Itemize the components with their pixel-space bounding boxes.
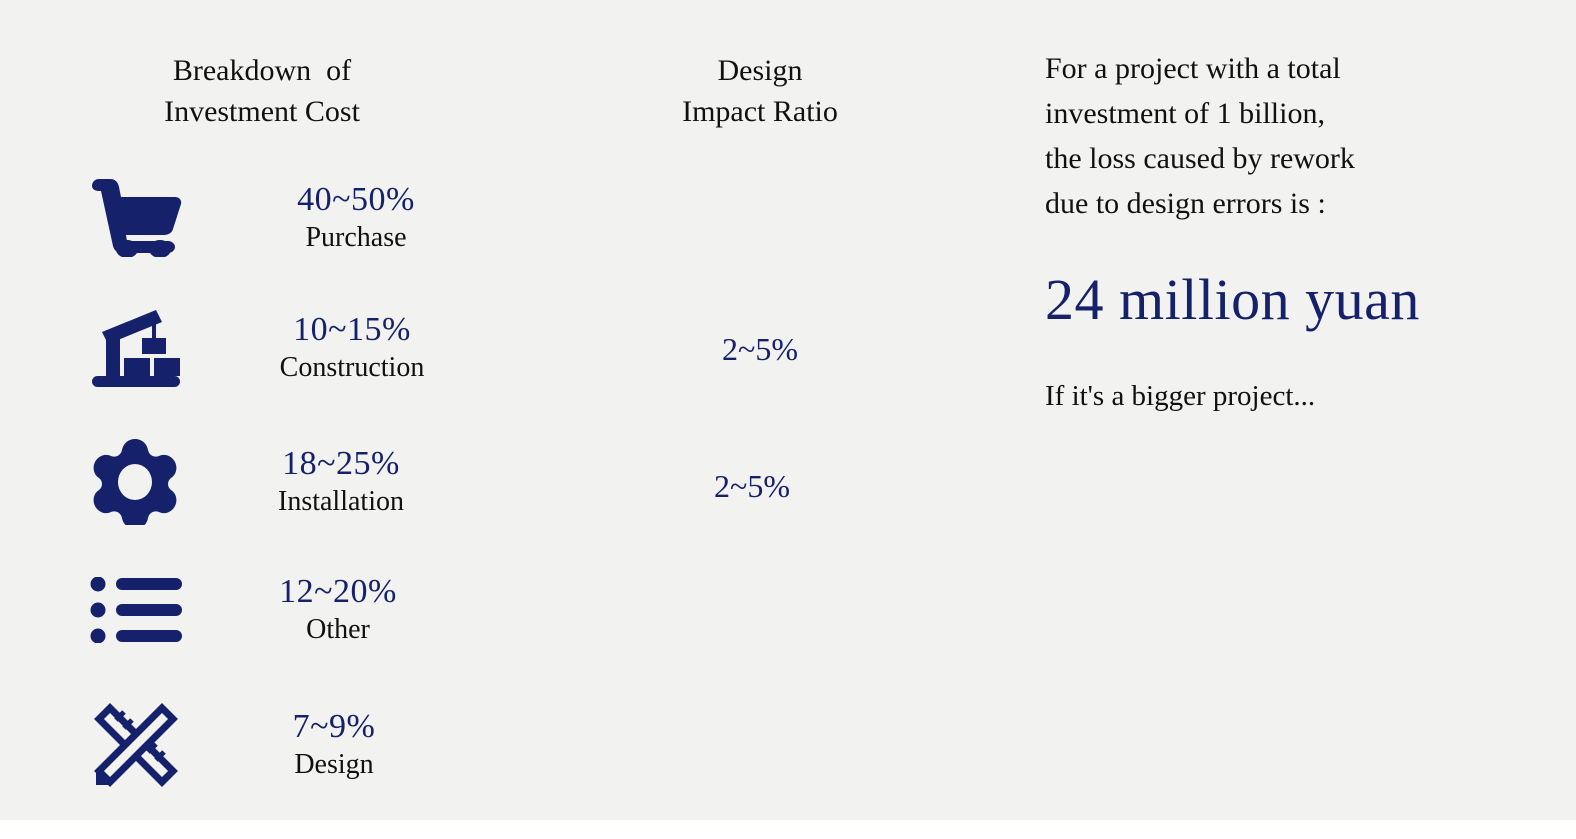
- design-impact-ratio-installation: 2~5%: [714, 468, 790, 504]
- cost-row-purchase: 40~50% Purchase: [90, 158, 490, 278]
- category-label: Installation: [278, 486, 404, 517]
- category-label: Purchase: [305, 222, 407, 253]
- callout-highlight-amount: 24 million yuan: [1045, 267, 1420, 332]
- column-header-investment-cost: Breakdown of Investment Cost: [164, 54, 360, 128]
- cost-row-text: 40~50% Purchase: [200, 180, 490, 256]
- column-header-design-impact-ratio: Design Impact Ratio: [682, 54, 838, 128]
- cost-row-text: 18~25% Installation: [200, 444, 490, 520]
- shopping-cart-icon: [90, 168, 200, 268]
- category-label: Other: [306, 614, 370, 645]
- crane-icon: [90, 298, 200, 398]
- bottom-white-band: [0, 820, 1576, 839]
- percent-value: 40~50%: [297, 181, 415, 218]
- gear-icon: [90, 432, 200, 532]
- percent-value: 7~9%: [292, 708, 376, 745]
- rework-loss-callout: For a project with a total investment of…: [1045, 46, 1555, 416]
- cost-row-construction: 10~15% Construction: [90, 288, 490, 408]
- category-label: Construction: [279, 352, 425, 383]
- category-label: Design: [294, 749, 374, 780]
- percent-value: 10~15%: [293, 311, 411, 348]
- cost-row-text: 10~15% Construction: [200, 310, 490, 386]
- callout-intro-text: For a project with a total investment of…: [1045, 52, 1355, 220]
- cost-row-installation: 18~25% Installation: [90, 422, 490, 542]
- cost-row-other: 12~20% Other: [90, 550, 490, 670]
- cost-row-text: 7~9% Design: [200, 707, 490, 783]
- bullet-list-icon: [90, 560, 200, 660]
- crossed-rulers-icon: [90, 695, 200, 795]
- percent-value: 12~20%: [279, 573, 397, 610]
- slide-canvas: Breakdown of Investment Cost Design Impa…: [0, 0, 1576, 820]
- design-impact-ratio-construction: 2~5%: [722, 331, 798, 367]
- percent-value: 18~25%: [282, 445, 400, 482]
- cost-row-design: 7~9% Design: [90, 685, 490, 805]
- callout-closing-text: If it's a bigger project...: [1045, 380, 1316, 412]
- cost-row-text: 12~20% Other: [200, 572, 490, 648]
